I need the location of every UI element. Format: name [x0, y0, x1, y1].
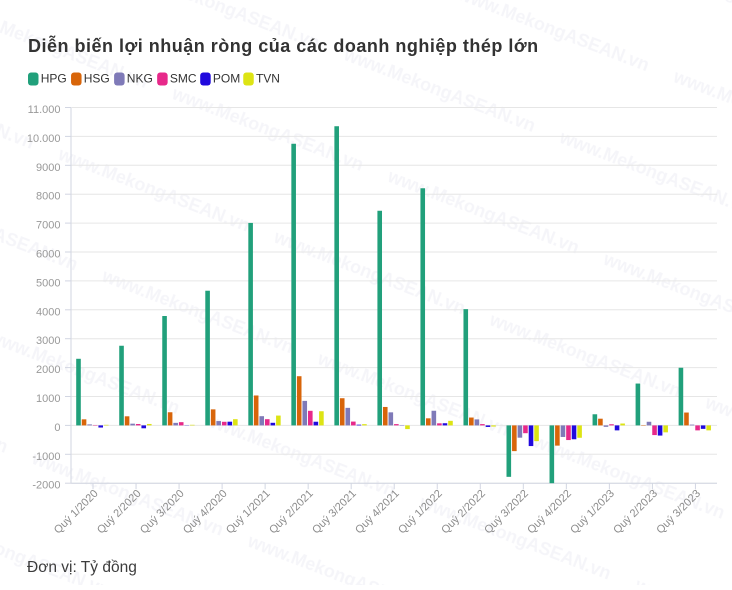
svg-text:HPG: HPG	[41, 72, 67, 86]
svg-text:9000: 9000	[36, 162, 60, 174]
svg-text:7000: 7000	[36, 220, 60, 232]
svg-text:4000: 4000	[36, 306, 60, 318]
svg-text:HSG: HSG	[84, 72, 110, 86]
svg-text:11.000: 11.000	[28, 104, 61, 116]
svg-text:5000: 5000	[36, 277, 60, 289]
svg-text:1000: 1000	[36, 393, 60, 405]
svg-text:8000: 8000	[36, 191, 60, 203]
svg-text:6000: 6000	[36, 249, 60, 261]
svg-text:-1000: -1000	[32, 451, 60, 463]
svg-text:NKG: NKG	[127, 72, 153, 86]
svg-text:Đơn vị: Tỷ đồng: Đơn vị: Tỷ đồng	[27, 559, 137, 576]
svg-text:0: 0	[54, 422, 60, 434]
svg-text:TVN: TVN	[256, 72, 280, 86]
svg-text:SMC: SMC	[170, 72, 197, 86]
svg-text:3000: 3000	[36, 335, 60, 347]
svg-text:POM: POM	[213, 72, 240, 86]
svg-text:Diễn biến lợi nhuận ròng của c: Diễn biến lợi nhuận ròng của các doanh n…	[28, 35, 539, 56]
svg-text:-2000: -2000	[32, 480, 60, 492]
svg-text:2000: 2000	[36, 364, 60, 376]
svg-text:10.000: 10.000	[27, 133, 61, 145]
